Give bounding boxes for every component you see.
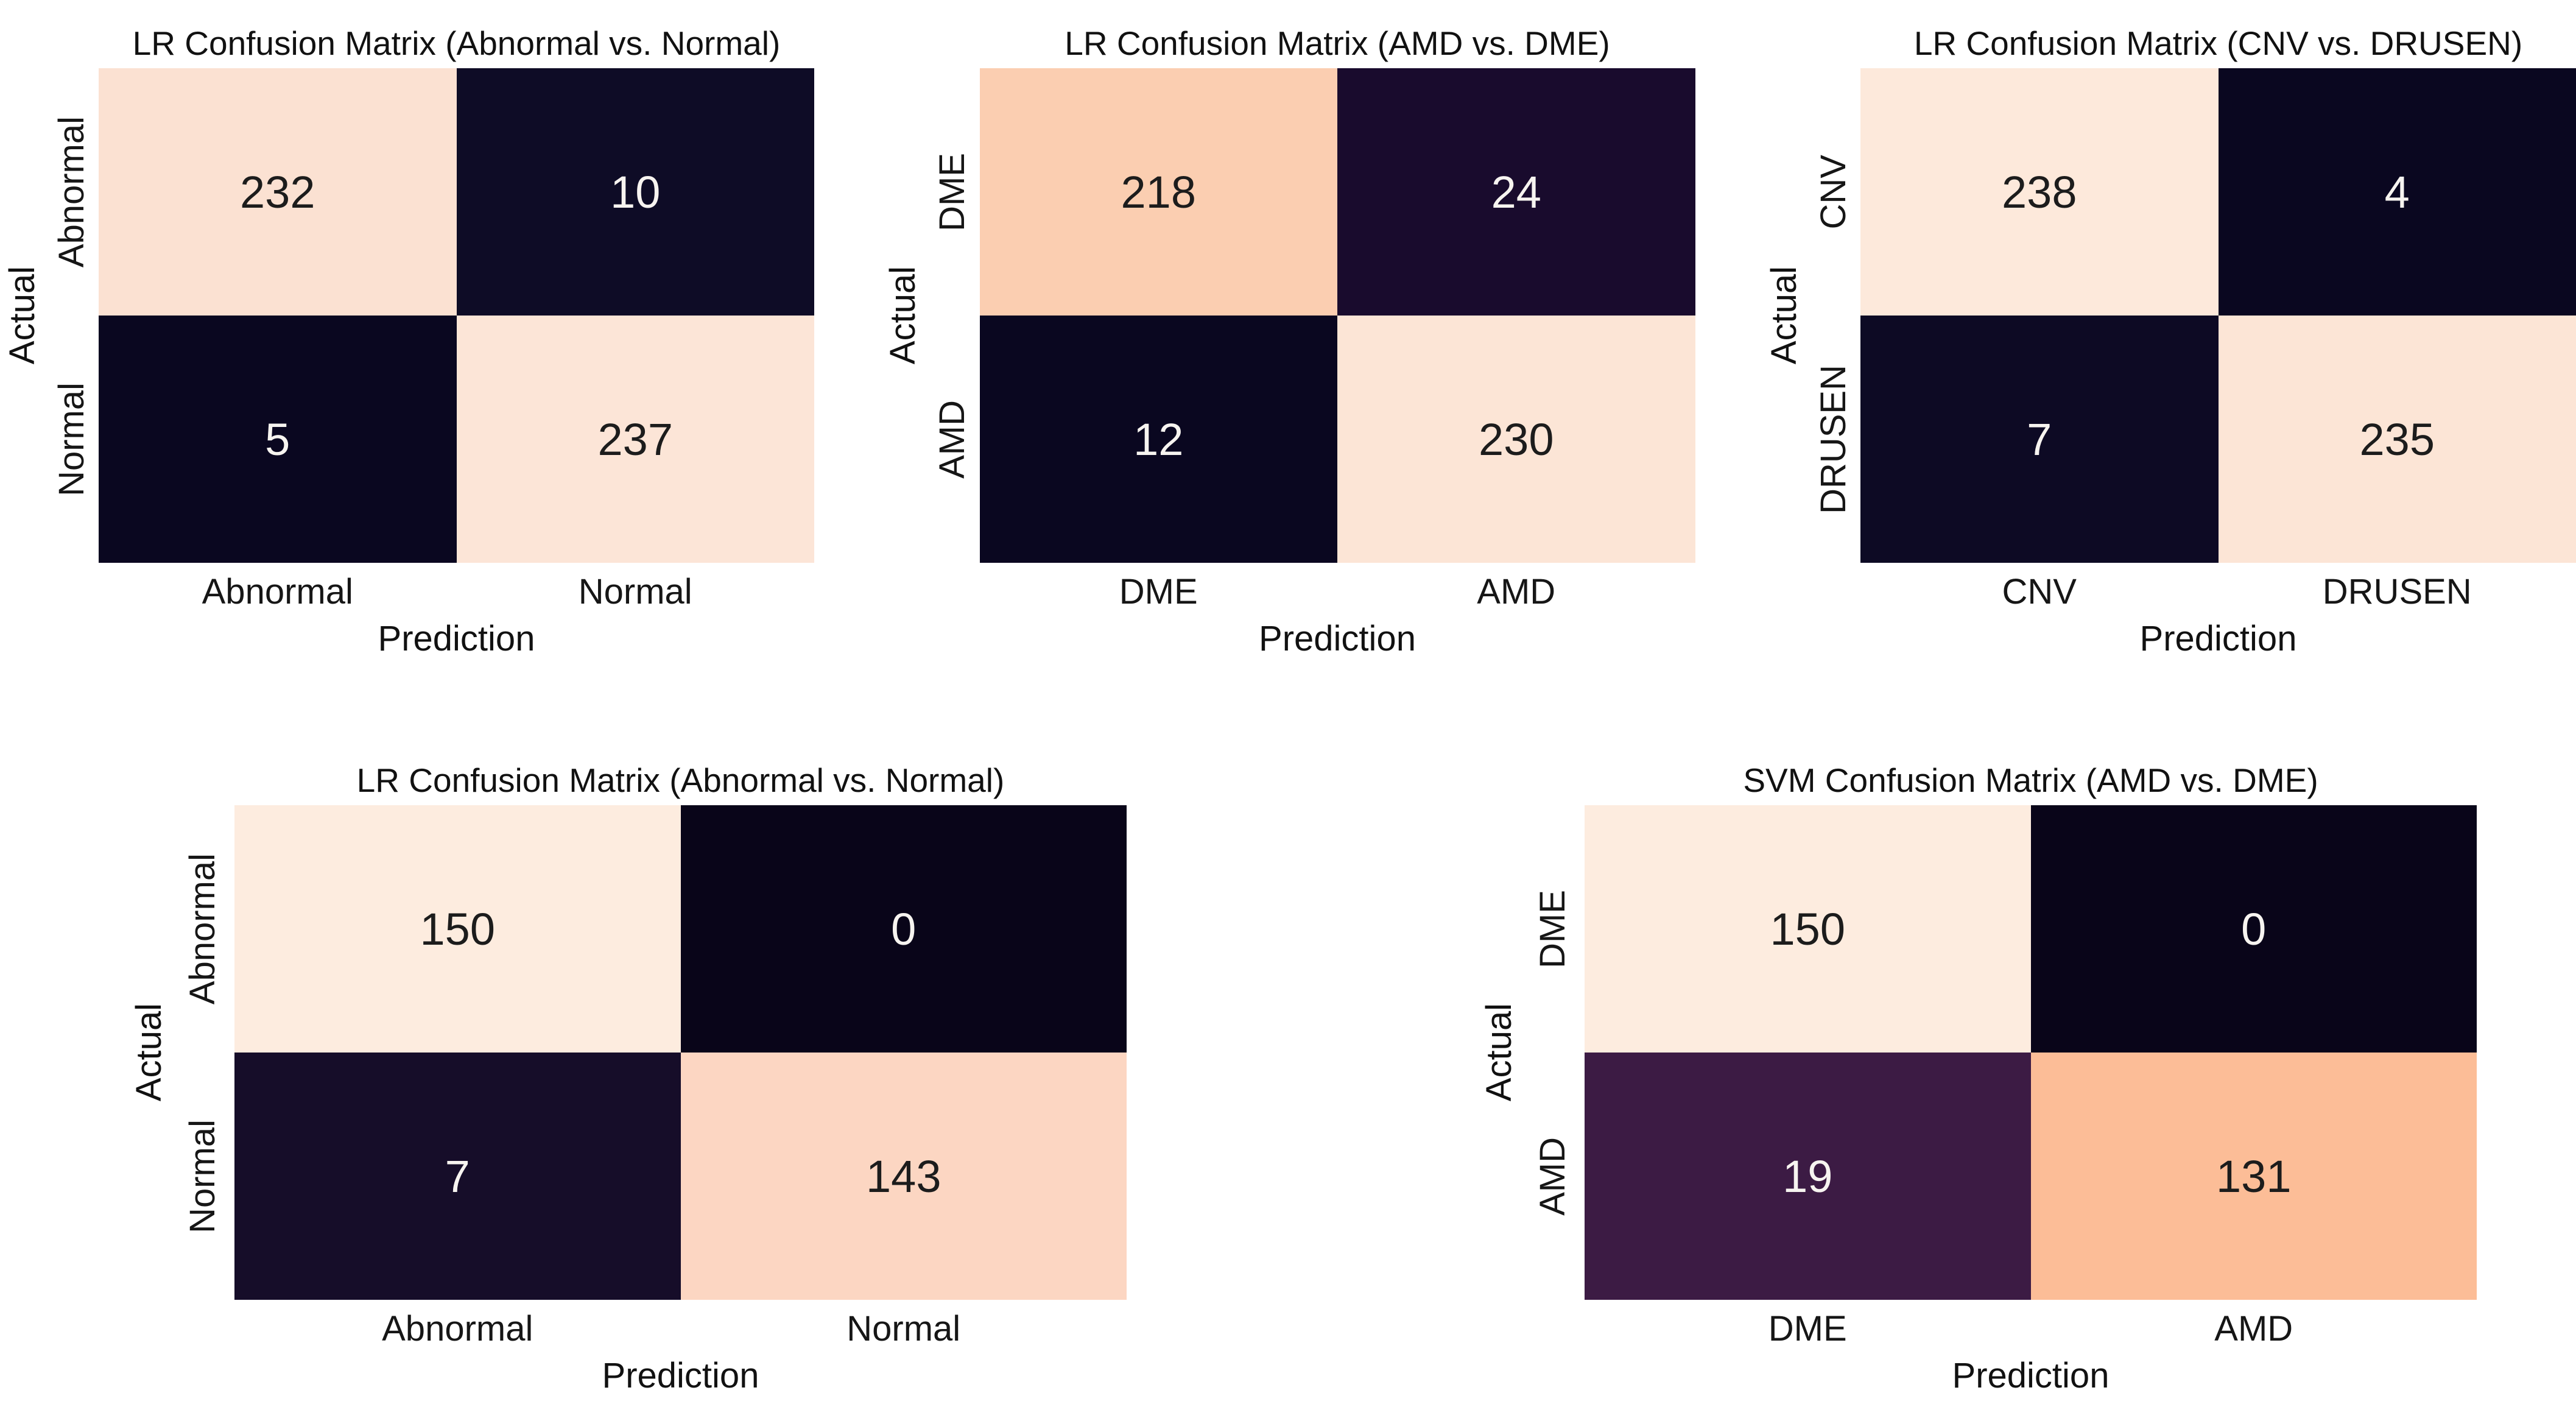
heatmap-body: Actual Abnormal Normal 232 10 5 237 [0, 68, 814, 563]
x-tick-label: DME [1119, 572, 1198, 612]
x-axis-label: Prediction [1259, 619, 1416, 658]
x-tick-row: DME AMD [980, 571, 1695, 612]
heatmap-grid: 238 4 7 235 [1860, 68, 2576, 563]
y-tick-label: DRUSEN [1813, 364, 1853, 514]
y-tick-label: Abnormal [183, 853, 222, 1005]
y-tick-label: Normal [183, 1119, 222, 1233]
x-axis-label: Prediction [2139, 619, 2297, 658]
y-tick-column: CNV DRUSEN [1806, 68, 1860, 563]
x-tick-label: AMD [1477, 572, 1556, 612]
y-axis-label: Actual [2, 266, 42, 365]
x-tick-row: CNV DRUSEN [1860, 571, 2576, 612]
heatmap-grid: 218 24 12 230 [979, 68, 1695, 563]
y-tick-column: Abnormal Normal [44, 68, 99, 563]
heatmap-cell: 4 [2218, 68, 2576, 316]
heatmap-body: Actual CNV DRUSEN 238 4 7 235 [1762, 68, 2576, 563]
heatmap-cell: 12 [979, 316, 1337, 563]
heatmap-cell: 10 [456, 68, 814, 316]
chart-title: SVM Confusion Matrix (AMD vs. DME) [1743, 761, 2318, 799]
x-tick-row: Abnormal Normal [99, 571, 814, 612]
y-tick-column: Abnormal Normal [171, 805, 234, 1300]
y-tick-column: DME AMD [1521, 805, 1585, 1300]
y-axis-label-column: Actual [1762, 68, 1806, 563]
heatmap-cell: 0 [2030, 805, 2477, 1053]
x-tick-label: DME [1768, 1309, 1847, 1349]
heatmap-cell: 232 [99, 68, 457, 316]
heatmap-body: Actual Abnormal Normal 150 0 7 143 [127, 805, 1127, 1300]
y-tick-label: DME [1533, 889, 1572, 968]
heatmap-cell: 237 [456, 316, 814, 563]
heatmap-cell: 238 [1860, 68, 2219, 316]
y-axis-label-column: Actual [1477, 805, 1521, 1300]
y-axis-label: Actual [883, 266, 923, 365]
y-tick-label: AMD [1533, 1137, 1572, 1216]
x-tick-label: Normal [578, 572, 692, 612]
y-tick-column: DME AMD [925, 68, 980, 563]
heatmap-cell: 235 [2218, 316, 2576, 563]
heatmap-grid: 150 0 7 143 [234, 805, 1127, 1300]
heatmap-cell: 150 [234, 805, 681, 1053]
heatmap-body: Actual DME AMD 218 24 12 230 [881, 68, 1695, 563]
confusion-matrix-lr-abnormal-normal-bottom: LR Confusion Matrix (Abnormal vs. Normal… [127, 755, 1127, 1396]
y-tick-label: Normal [51, 382, 91, 496]
heatmap-cell: 150 [1585, 805, 2031, 1053]
x-tick-label: Abnormal [202, 572, 353, 612]
confusion-matrix-svm-amd-dme: SVM Confusion Matrix (AMD vs. DME) Actua… [1477, 755, 2477, 1396]
top-row: LR Confusion Matrix (Abnormal vs. Normal… [0, 0, 2576, 659]
chart-title: LR Confusion Matrix (CNV vs. DRUSEN) [1913, 24, 2523, 62]
heatmap-cell: 218 [979, 68, 1337, 316]
y-tick-label: AMD [932, 400, 972, 479]
x-tick-row: Abnormal Normal [234, 1308, 1127, 1349]
heatmap-grid: 150 0 19 131 [1585, 805, 2477, 1300]
x-axis-label: Prediction [378, 619, 535, 658]
heatmap-body: Actual DME AMD 150 0 19 131 [1477, 805, 2477, 1300]
x-tick-label: CNV [2002, 572, 2077, 612]
y-axis-label-column: Actual [0, 68, 44, 563]
x-tick-label: Abnormal [382, 1309, 533, 1349]
heatmap-cell: 19 [1585, 1053, 2031, 1300]
y-tick-label: Abnormal [51, 116, 91, 268]
x-tick-label: DRUSEN [2322, 572, 2472, 612]
chart-title: LR Confusion Matrix (AMD vs. DME) [1065, 24, 1610, 62]
heatmap-cell: 24 [1337, 68, 1695, 316]
heatmap-cell: 7 [1860, 316, 2219, 563]
heatmap-grid: 232 10 5 237 [99, 68, 814, 563]
heatmap-cell: 7 [234, 1053, 681, 1300]
x-tick-label: AMD [2214, 1309, 2293, 1349]
y-axis-label-column: Actual [127, 805, 171, 1300]
chart-title: LR Confusion Matrix (Abnormal vs. Normal… [132, 24, 781, 62]
x-tick-label: Normal [846, 1309, 961, 1349]
y-axis-label: Actual [128, 1003, 169, 1102]
heatmap-cell: 143 [680, 1053, 1127, 1300]
x-tick-row: DME AMD [1585, 1308, 2477, 1349]
y-tick-label: DME [932, 152, 972, 231]
y-axis-label: Actual [1479, 1003, 1519, 1102]
y-axis-label-column: Actual [881, 68, 925, 563]
heatmap-cell: 230 [1337, 316, 1695, 563]
heatmap-cell: 0 [680, 805, 1127, 1053]
x-axis-label: Prediction [602, 1356, 759, 1395]
confusion-matrix-lr-amd-dme: LR Confusion Matrix (AMD vs. DME) Actual… [881, 18, 1695, 659]
heatmap-cell: 131 [2030, 1053, 2477, 1300]
confusion-matrix-lr-abnormal-normal-top: LR Confusion Matrix (Abnormal vs. Normal… [0, 18, 814, 659]
heatmap-cell: 5 [99, 316, 457, 563]
confusion-matrix-lr-cnv-drusen: LR Confusion Matrix (CNV vs. DRUSEN) Act… [1762, 18, 2576, 659]
y-tick-label: CNV [1813, 154, 1853, 230]
y-axis-label: Actual [1764, 266, 1804, 365]
bottom-row: LR Confusion Matrix (Abnormal vs. Normal… [0, 755, 2576, 1396]
x-axis-label: Prediction [1952, 1356, 2110, 1395]
chart-title: LR Confusion Matrix (Abnormal vs. Normal… [356, 761, 1005, 799]
